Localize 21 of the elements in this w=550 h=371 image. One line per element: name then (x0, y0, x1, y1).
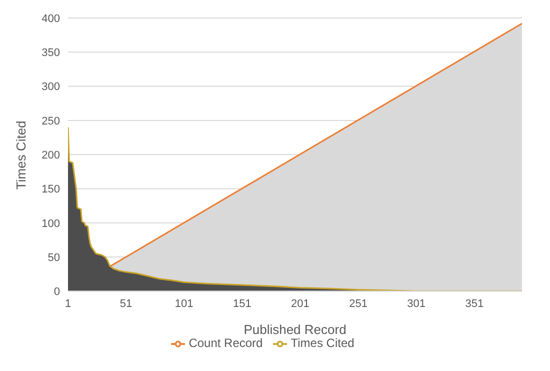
legend-label: Times Cited (290, 336, 354, 350)
y-tick-label: 50 (48, 252, 60, 264)
y-tick-label: 400 (42, 12, 60, 25)
legend-label: Count Record (188, 336, 263, 350)
x-tick-label: 301 (407, 298, 426, 310)
y-tick-label: 150 (42, 184, 60, 196)
x-tick-label: 201 (291, 298, 310, 310)
y-tick-label: 250 (42, 115, 60, 128)
x-tick-label: 101 (174, 298, 194, 310)
x-tick-label: 151 (232, 298, 252, 310)
y-tick-label: 350 (42, 47, 60, 60)
y-tick-label: 0 (54, 286, 60, 298)
y-axis-title: Times Cited (14, 120, 29, 190)
y-tick-label: 300 (42, 81, 60, 94)
x-axis-title: Published Record (244, 322, 346, 338)
x-tick-label: 51 (120, 298, 132, 310)
x-tick-label: 251 (349, 298, 368, 310)
y-tick-label: 100 (42, 218, 60, 230)
y-tick-label: 200 (42, 149, 60, 162)
x-tick-label: 351 (465, 298, 484, 310)
x-tick-label: 1 (64, 298, 72, 310)
